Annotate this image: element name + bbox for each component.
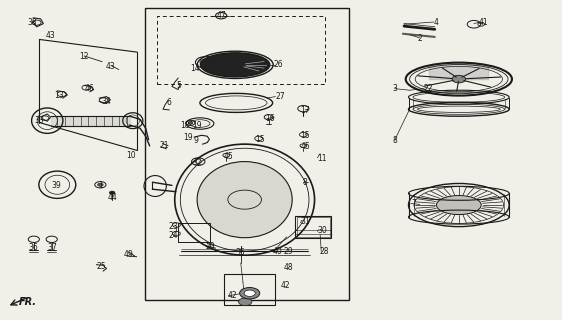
Text: 6: 6	[167, 99, 171, 108]
Text: 45: 45	[224, 152, 233, 161]
Text: 19: 19	[192, 121, 202, 130]
Text: 23: 23	[169, 222, 179, 231]
Ellipse shape	[437, 196, 481, 214]
Text: 41: 41	[479, 18, 488, 27]
Text: 38: 38	[28, 18, 38, 27]
Text: 20: 20	[205, 242, 215, 251]
Text: 32: 32	[192, 158, 202, 167]
Ellipse shape	[197, 162, 292, 238]
Text: 15: 15	[300, 131, 310, 140]
Text: 26: 26	[274, 60, 284, 69]
Bar	[145, 8, 349, 300]
Text: 8: 8	[392, 136, 397, 145]
Text: 3: 3	[392, 84, 397, 93]
Text: 42: 42	[228, 291, 237, 300]
Text: 40: 40	[272, 247, 282, 257]
Text: 19: 19	[183, 133, 192, 142]
Text: 10: 10	[126, 151, 136, 160]
Text: 11: 11	[317, 154, 327, 163]
Text: 34: 34	[102, 98, 111, 107]
Text: 49: 49	[124, 250, 134, 259]
Text: 13: 13	[54, 91, 64, 100]
Text: 48: 48	[283, 263, 293, 272]
Text: 47: 47	[216, 11, 226, 20]
Bar	[157, 16, 325, 84]
Text: 35: 35	[236, 248, 246, 257]
Text: FR.: FR.	[19, 297, 37, 307]
Text: 17: 17	[300, 106, 310, 115]
Ellipse shape	[201, 53, 270, 77]
Ellipse shape	[188, 122, 193, 124]
Text: 43: 43	[106, 62, 116, 71]
Bar	[297, 217, 330, 237]
Text: 8: 8	[303, 178, 307, 187]
Text: 39: 39	[51, 180, 61, 189]
Text: 43: 43	[45, 31, 55, 40]
Bar	[295, 216, 332, 238]
Text: 44: 44	[107, 193, 117, 202]
Text: 36: 36	[29, 244, 38, 252]
Text: 24: 24	[169, 231, 179, 240]
Text: 15: 15	[256, 135, 265, 144]
Text: 45: 45	[300, 142, 310, 151]
Text: 33: 33	[34, 116, 44, 125]
Text: 21: 21	[160, 141, 169, 150]
Bar	[224, 274, 275, 305]
Text: 18: 18	[180, 121, 190, 130]
Text: 42: 42	[280, 281, 291, 290]
Text: 5: 5	[177, 81, 182, 90]
Text: 22: 22	[423, 84, 433, 93]
Text: 14: 14	[190, 63, 200, 73]
Text: 25: 25	[96, 262, 106, 271]
Ellipse shape	[98, 183, 103, 186]
Ellipse shape	[110, 191, 115, 194]
Text: 31: 31	[300, 217, 310, 226]
Text: 4: 4	[434, 18, 439, 27]
Text: 37: 37	[47, 244, 57, 252]
Ellipse shape	[239, 288, 260, 299]
Text: 9: 9	[193, 136, 198, 145]
Text: 27: 27	[275, 92, 285, 101]
Text: 16: 16	[266, 114, 275, 123]
Text: 7: 7	[411, 199, 416, 208]
Text: 46: 46	[85, 84, 94, 93]
Ellipse shape	[238, 298, 252, 306]
Text: 29: 29	[283, 247, 293, 257]
Text: 12: 12	[79, 52, 89, 61]
Text: 2: 2	[418, 34, 422, 43]
Text: 1: 1	[98, 180, 103, 189]
Bar	[178, 223, 210, 242]
Ellipse shape	[244, 290, 255, 296]
Ellipse shape	[200, 59, 211, 66]
Ellipse shape	[452, 75, 465, 83]
Text: 28: 28	[320, 247, 329, 257]
Text: 30: 30	[317, 226, 327, 235]
